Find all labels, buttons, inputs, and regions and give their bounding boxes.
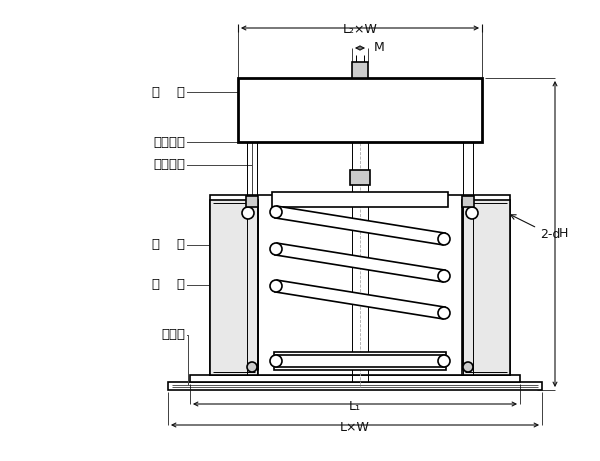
Circle shape bbox=[270, 243, 282, 255]
Bar bbox=[272, 192, 448, 207]
Circle shape bbox=[438, 355, 450, 367]
Bar bbox=[350, 170, 370, 185]
Polygon shape bbox=[276, 355, 444, 367]
Text: L×W: L×W bbox=[340, 421, 370, 434]
Bar bbox=[238, 78, 482, 142]
Text: 底    座: 底 座 bbox=[152, 278, 185, 291]
Circle shape bbox=[463, 362, 473, 372]
Circle shape bbox=[270, 355, 282, 367]
Text: 调节螺母: 调节螺母 bbox=[153, 136, 185, 148]
Bar bbox=[168, 382, 542, 390]
Circle shape bbox=[247, 362, 257, 372]
Bar bbox=[462, 200, 510, 375]
Text: 调节螺栓: 调节螺栓 bbox=[153, 159, 185, 171]
Bar bbox=[210, 200, 258, 375]
Bar bbox=[352, 62, 368, 78]
Bar bbox=[462, 196, 474, 207]
Text: M: M bbox=[374, 41, 385, 54]
Polygon shape bbox=[275, 280, 445, 319]
Circle shape bbox=[242, 207, 254, 219]
Bar bbox=[190, 375, 520, 382]
Circle shape bbox=[438, 233, 450, 245]
Bar bbox=[210, 195, 510, 375]
Circle shape bbox=[270, 206, 282, 218]
Circle shape bbox=[270, 280, 282, 292]
Circle shape bbox=[438, 307, 450, 319]
Text: H: H bbox=[559, 227, 568, 241]
Polygon shape bbox=[275, 206, 445, 245]
Bar bbox=[246, 196, 258, 207]
Circle shape bbox=[438, 270, 450, 282]
Text: L₁: L₁ bbox=[349, 400, 361, 413]
Text: 橡胶坤: 橡胶坤 bbox=[161, 329, 185, 342]
Text: 上    盖: 上 盖 bbox=[152, 85, 185, 99]
Text: 2-d: 2-d bbox=[511, 215, 560, 241]
Text: 弹    簧: 弹 簧 bbox=[152, 238, 185, 252]
Polygon shape bbox=[275, 243, 445, 282]
Circle shape bbox=[466, 207, 478, 219]
Text: L₂×W: L₂×W bbox=[343, 23, 377, 36]
Bar bbox=[274, 352, 446, 370]
